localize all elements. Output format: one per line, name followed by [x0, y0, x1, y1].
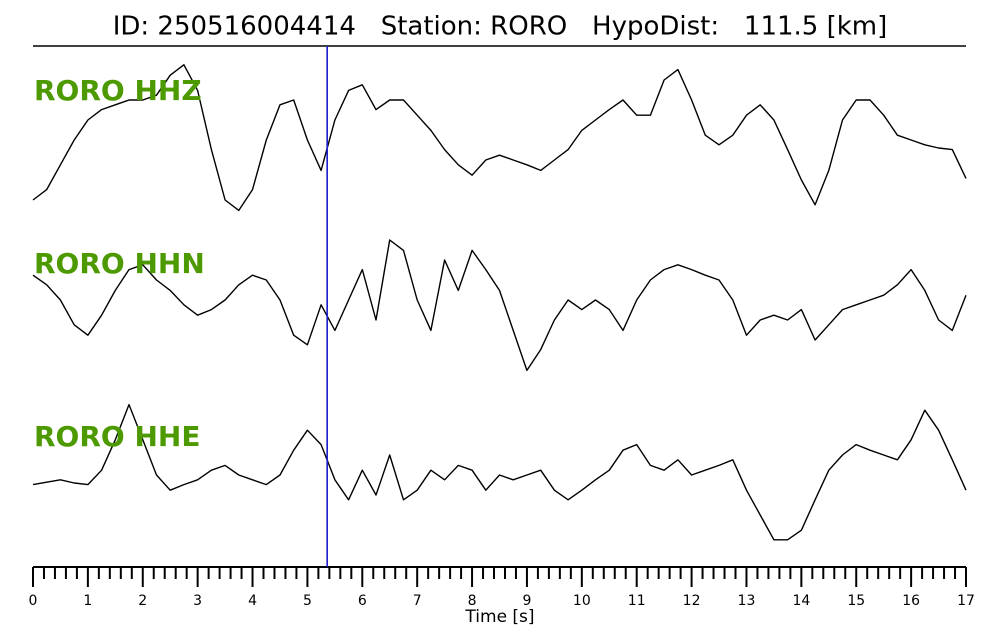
x-tick-label: 10	[573, 593, 591, 609]
x-tick-label: 12	[683, 593, 701, 609]
x-tick-label: 16	[902, 593, 920, 609]
trace-label: RORO HHE	[34, 420, 200, 453]
x-tick-label: 14	[792, 593, 810, 609]
x-tick-label: 15	[847, 593, 865, 609]
x-tick-label: 7	[413, 593, 422, 609]
waveform	[32, 64, 967, 212]
x-tick-label: 13	[738, 593, 756, 609]
x-tick-label: 1	[83, 593, 92, 609]
waveform	[32, 403, 967, 541]
waveform	[32, 239, 967, 372]
x-tick-label: 9	[522, 593, 531, 609]
chart-title: ID: 250516004414 Station: RORO HypoDist:…	[113, 12, 888, 42]
x-tick-label: 8	[468, 593, 477, 609]
trace-label: RORO HHZ	[34, 74, 202, 107]
trace-label: RORO HHN	[34, 247, 205, 280]
x-axis-label: Time [s]	[464, 607, 534, 627]
x-tick-label: 11	[628, 593, 646, 609]
x-tick-label: 3	[193, 593, 202, 609]
x-tick-label: 6	[358, 593, 367, 609]
x-tick-label: 4	[248, 593, 257, 609]
x-tick-label: 2	[138, 593, 147, 609]
x-tick-label: 0	[29, 593, 38, 609]
x-tick-label: 17	[957, 593, 975, 609]
x-tick-label: 5	[303, 593, 312, 609]
